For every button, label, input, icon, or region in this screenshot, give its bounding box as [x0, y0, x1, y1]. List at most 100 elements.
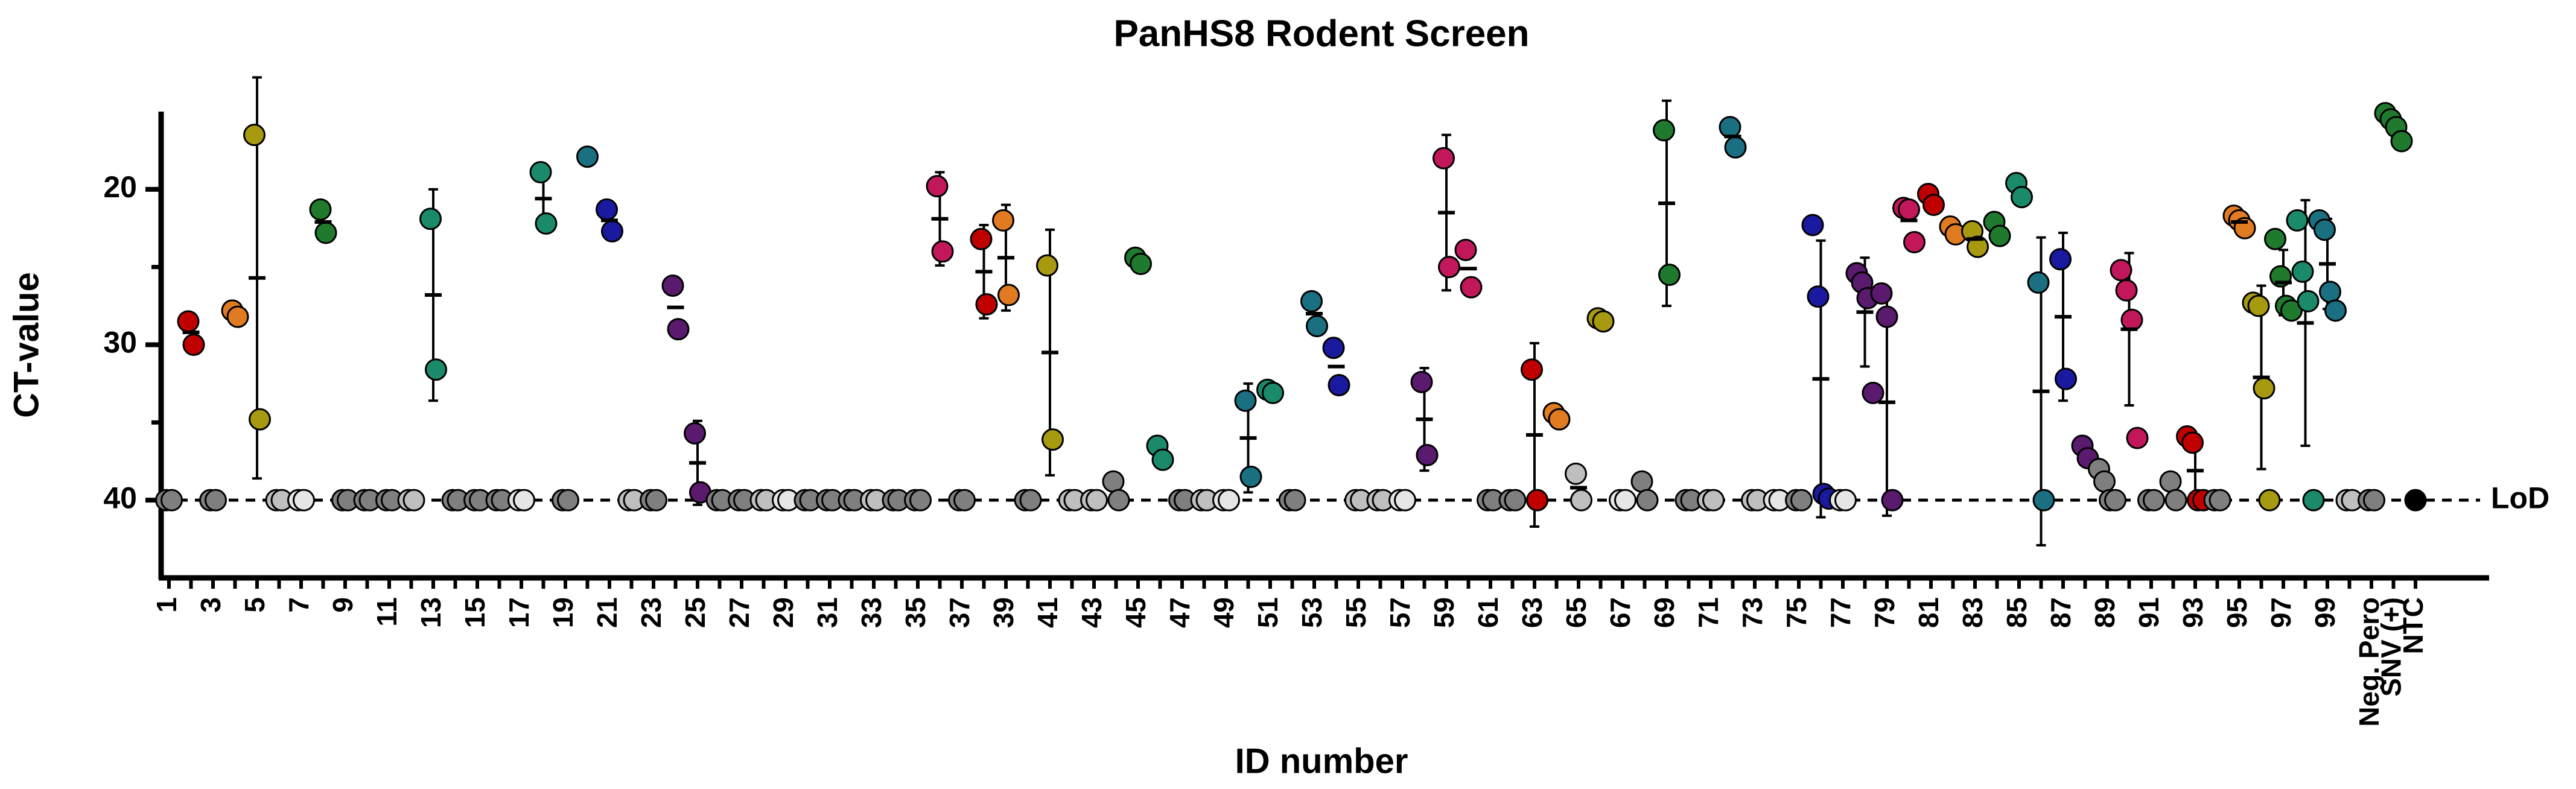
x-tick-label: 69 — [1649, 597, 1680, 628]
data-point — [992, 209, 1014, 232]
data-point — [1433, 147, 1455, 170]
x-tick-label: 53 — [1296, 597, 1328, 628]
data-point — [576, 145, 599, 168]
x-tick-label: 29 — [768, 597, 799, 628]
data-point — [1548, 408, 1571, 431]
x-tick-label: 17 — [503, 597, 535, 628]
data-point — [1630, 470, 1653, 493]
data-point — [2264, 227, 2286, 250]
data-point — [667, 318, 690, 341]
data-point — [2104, 489, 2126, 512]
x-tick-label: 47 — [1164, 597, 1195, 628]
data-point — [2247, 294, 2270, 317]
data-point — [535, 212, 558, 235]
data-point — [177, 310, 200, 333]
data-point — [2286, 209, 2309, 232]
data-point — [2120, 308, 2143, 331]
data-point — [2115, 279, 2138, 302]
data-point — [1526, 489, 1548, 512]
x-tick-label: 57 — [1384, 597, 1416, 628]
data-point — [2055, 367, 2077, 390]
data-point — [2159, 470, 2182, 493]
data-point — [1702, 489, 1725, 512]
data-point — [1504, 489, 1527, 512]
x-tick-label: 71 — [1693, 597, 1724, 628]
data-point — [1300, 290, 1323, 312]
y-axis-label: CT-value — [7, 272, 46, 418]
data-point — [2363, 489, 2385, 512]
data-point — [1086, 489, 1108, 512]
x-tick-label: 3 — [195, 597, 226, 613]
x-tick-label: 65 — [1560, 597, 1592, 628]
data-point — [1614, 489, 1636, 512]
data-point — [249, 408, 271, 431]
data-point — [2297, 290, 2320, 312]
data-point — [1790, 489, 1813, 512]
data-point — [1570, 489, 1592, 512]
data-point — [1801, 214, 1824, 236]
x-tick-label: 77 — [1825, 597, 1856, 628]
x-tick-label: 63 — [1516, 597, 1548, 628]
data-point — [182, 334, 205, 356]
data-point — [2032, 489, 2055, 512]
data-point — [205, 489, 227, 512]
x-tick-label: 73 — [1737, 597, 1768, 628]
x-tick-label: 31 — [812, 597, 843, 628]
data-point — [1036, 254, 1058, 277]
x-tick-label: 95 — [2221, 597, 2253, 628]
x-tick-label: 27 — [724, 597, 755, 628]
x-tick-label: 55 — [1340, 597, 1372, 628]
data-point — [1898, 198, 1920, 221]
data-point — [2164, 489, 2187, 512]
y-tick-label: 40 — [103, 481, 137, 515]
x-tick-label: 39 — [988, 597, 1019, 628]
x-tick-label: 1 — [151, 597, 182, 613]
x-tick-label: 93 — [2177, 597, 2209, 628]
data-point — [596, 198, 618, 221]
data-point — [2291, 260, 2314, 283]
data-point — [997, 284, 1020, 306]
lod-label: LoD — [2491, 481, 2549, 515]
x-tick-label: 9 — [327, 597, 358, 613]
data-point — [1565, 462, 1587, 485]
x-tick-label: 79 — [1869, 597, 1900, 628]
data-point — [2314, 218, 2336, 241]
data-point — [1988, 224, 2011, 247]
data-point — [1239, 466, 1262, 489]
data-point — [1218, 489, 1240, 512]
data-point — [2143, 489, 2165, 512]
data-point — [1151, 448, 1174, 471]
data-point — [2253, 377, 2275, 400]
x-tick-label: 41 — [1032, 597, 1063, 628]
x-tick-label: 25 — [679, 597, 711, 628]
x-tick-label: 5 — [239, 597, 270, 613]
data-point — [953, 489, 976, 512]
data-point — [926, 175, 949, 198]
x-tick-label: 19 — [547, 597, 579, 628]
data-point — [975, 293, 998, 316]
data-point — [1719, 116, 1741, 139]
data-point — [2011, 186, 2033, 209]
chart-title: PanHS8 Rodent Screen — [1113, 13, 1529, 54]
x-axis-label: ID number — [1235, 741, 1408, 781]
data-point — [1922, 194, 1945, 217]
data-point — [2280, 299, 2303, 322]
x-tick-label: 11 — [371, 597, 402, 627]
data-point — [931, 240, 954, 263]
data-point — [402, 489, 425, 512]
data-point — [226, 305, 249, 328]
data-point — [1234, 389, 1257, 412]
x-tick-label: 51 — [1252, 597, 1283, 628]
x-tick-label: 33 — [856, 597, 887, 628]
y-tick-label: 30 — [103, 326, 137, 360]
data-point — [645, 489, 667, 512]
x-tick-label: 89 — [2089, 597, 2120, 628]
data-point — [970, 227, 993, 250]
x-tick-label: 81 — [1913, 597, 1944, 628]
data-point — [601, 220, 623, 242]
data-point — [1416, 443, 1439, 466]
x-tick-label: 37 — [944, 597, 975, 628]
data-point — [557, 489, 579, 512]
data-point — [293, 489, 315, 512]
data-point — [419, 208, 442, 230]
